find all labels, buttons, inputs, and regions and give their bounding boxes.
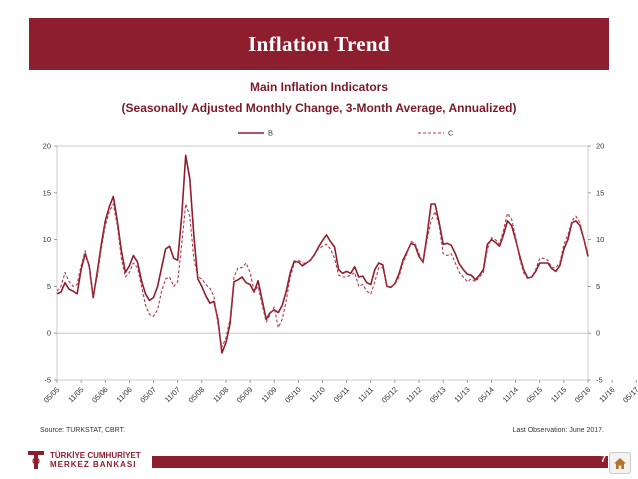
x-tick-label: 05/14 [476,385,496,405]
x-tick-label: 05/07 [138,385,158,405]
y-tick-label-left: 5 [47,282,51,291]
x-tick-label: 11/09 [259,385,278,404]
x-tick-label: 11/05 [66,385,85,404]
y-tick-label-left: 0 [47,329,51,338]
x-tick-label: 05/16 [573,385,593,405]
y-tick-label-right: 15 [596,188,604,197]
x-tick-label: 05/17 [621,385,638,405]
x-tick-label: 11/11 [356,385,375,404]
title-bar: Inflation Trend [29,18,609,70]
x-tick-label: 05/13 [428,385,448,405]
home-button[interactable] [609,452,631,474]
x-tick-label: 11/06 [115,385,134,404]
chart-title: Main Inflation Indicators [249,80,388,94]
home-icon [614,457,626,469]
x-tick-label: 05/09 [235,385,255,405]
cbrt-logo: TÜRKİYE CUMHURİYET MERKEZ BANKASI [26,449,141,471]
x-tick-label: 05/06 [90,385,110,405]
series-line-c [56,203,589,348]
legend-label-b: B [268,129,273,138]
page-number: 7 [600,454,606,465]
y-tick-label-right: -5 [596,376,603,385]
y-tick-label-left: 10 [43,235,51,244]
logo-line-1: TÜRKİYE CUMHURİYET [50,451,141,460]
x-tick-label: 11/12 [404,385,423,404]
x-tick-label: 11/14 [501,385,520,404]
x-tick-label: 11/16 [597,385,616,404]
x-tick-label: 11/08 [211,385,230,404]
x-tick-label: 05/11 [332,385,351,404]
y-tick-label-right: 0 [596,329,600,338]
x-tick-label: 05/15 [524,385,544,405]
y-tick-label-right: 20 [596,142,604,151]
y-tick-label-left: 20 [43,142,51,151]
plot-area [56,145,589,381]
logo-line-2: MERKEZ BANKASI [50,460,137,469]
x-tick-label: 05/10 [283,385,303,405]
x-tick-label: 11/13 [452,385,471,404]
x-tick-label: 11/15 [549,385,568,404]
y-tick-label-left: 15 [43,188,51,197]
x-tick-label: 05/08 [187,385,207,405]
y-tick-label-left: -5 [44,376,51,385]
legend-label-c: C [448,129,454,138]
source-note: Source: TURKSTAT, CBRT. [40,427,126,434]
x-tick-label: 11/07 [163,385,182,404]
x-tick-label: 11/10 [308,385,327,404]
y-tick-label-right: 5 [596,282,600,291]
x-tick-label: 05/05 [42,385,62,405]
cbrt-logo-mark-icon [28,451,44,469]
x-tick-label: 05/12 [380,385,400,405]
line-chart: -5 -5 0 0 5 5 10 10 15 15 20 20 05/05 11/05 05/06 11/06… [42,129,638,405]
last-observation-note: Last Observation: June 2017. [512,427,604,434]
page-title: Inflation Trend [248,31,390,56]
series-line-b [56,154,589,354]
footer-bar [152,456,608,468]
y-tick-label-right: 10 [596,235,604,244]
chart-subtitle: (Seasonally Adjusted Monthly Change, 3-M… [121,101,517,115]
